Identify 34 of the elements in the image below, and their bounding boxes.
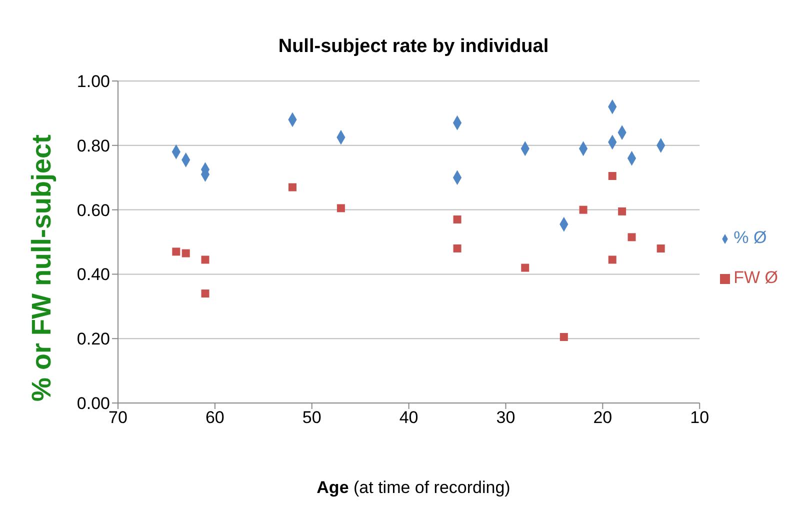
x-tick-label: 30 xyxy=(496,408,516,428)
x-tick-label: 10 xyxy=(690,408,710,428)
point xyxy=(656,244,665,252)
point xyxy=(201,290,210,298)
point xyxy=(172,248,180,256)
y-tick-label: 1.00 xyxy=(76,72,110,92)
point xyxy=(182,249,190,258)
x-tick-label: 40 xyxy=(399,408,418,428)
x-axis-title: Age (at time of recording) xyxy=(316,478,512,498)
point xyxy=(336,204,345,212)
point xyxy=(560,332,568,341)
point xyxy=(628,233,636,242)
y-tick-label: 0.00 xyxy=(76,394,110,414)
point xyxy=(608,172,616,180)
point xyxy=(579,206,588,214)
point xyxy=(201,256,210,264)
y-axis-title: % or FW null-subject xyxy=(26,134,58,402)
point xyxy=(618,207,626,216)
y-tick-label: 0.60 xyxy=(76,200,110,220)
x-tick-label: 50 xyxy=(302,408,322,428)
legend-label: FW Ø xyxy=(734,268,778,287)
point xyxy=(288,183,296,192)
chart-title: Null-subject rate by individual xyxy=(277,36,550,58)
y-tick-label: 0.80 xyxy=(76,136,110,156)
point xyxy=(453,244,462,252)
legend-label: % Ø xyxy=(734,228,767,247)
point xyxy=(608,256,616,264)
x-tick-label: 60 xyxy=(205,408,224,428)
y-tick-label: 0.20 xyxy=(76,330,110,349)
x-tick-label: 20 xyxy=(593,408,612,428)
y-tick-label: 0.40 xyxy=(76,265,110,284)
point xyxy=(453,215,462,224)
x-tick-label: 70 xyxy=(108,408,128,428)
point xyxy=(521,264,530,272)
